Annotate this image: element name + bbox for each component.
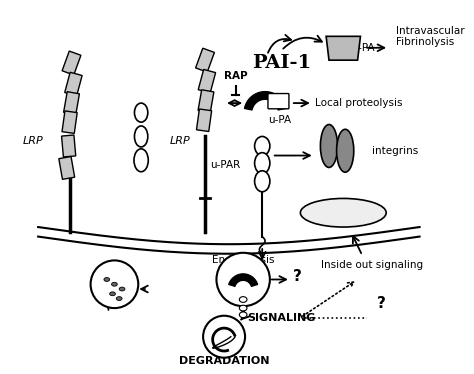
Ellipse shape <box>337 129 354 172</box>
Text: ?: ? <box>293 269 302 284</box>
Text: u-PA: u-PA <box>268 115 291 125</box>
Polygon shape <box>198 90 214 113</box>
Text: t-PA: t-PA <box>355 43 375 53</box>
Polygon shape <box>196 109 212 132</box>
Text: ?: ? <box>377 296 386 311</box>
Ellipse shape <box>320 125 337 168</box>
Circle shape <box>217 253 270 306</box>
Text: u-PAR: u-PAR <box>210 160 240 170</box>
Circle shape <box>203 316 245 358</box>
Text: LRP: LRP <box>170 136 191 146</box>
Text: PAI-1: PAI-1 <box>252 54 311 72</box>
Text: RAP: RAP <box>224 71 247 82</box>
Polygon shape <box>62 51 81 75</box>
Ellipse shape <box>301 199 386 227</box>
Ellipse shape <box>239 312 247 318</box>
Ellipse shape <box>134 149 148 172</box>
Circle shape <box>91 260 138 308</box>
Text: integrins: integrins <box>372 146 418 156</box>
Polygon shape <box>62 135 76 157</box>
Ellipse shape <box>239 297 247 302</box>
Text: DEGRADATION: DEGRADATION <box>179 356 269 365</box>
Ellipse shape <box>255 153 270 174</box>
Text: Local proteolysis: Local proteolysis <box>315 98 402 108</box>
Ellipse shape <box>255 171 270 192</box>
Ellipse shape <box>111 282 117 286</box>
Ellipse shape <box>135 103 148 122</box>
Polygon shape <box>196 48 214 72</box>
Ellipse shape <box>119 287 125 291</box>
Text: Inside out signaling: Inside out signaling <box>321 260 423 270</box>
Text: Endocytosis: Endocytosis <box>212 255 274 266</box>
Polygon shape <box>245 92 286 110</box>
Polygon shape <box>59 156 75 179</box>
Text: Focal achesion
complex: Focal achesion complex <box>310 203 377 223</box>
Text: Intravascular
Fibrinolysis: Intravascular Fibrinolysis <box>396 25 465 47</box>
Polygon shape <box>64 92 80 114</box>
Ellipse shape <box>104 278 109 281</box>
Polygon shape <box>62 111 77 134</box>
Ellipse shape <box>116 297 122 300</box>
Ellipse shape <box>135 126 148 147</box>
Ellipse shape <box>239 305 247 311</box>
Polygon shape <box>198 70 216 93</box>
Text: SIGNALING: SIGNALING <box>247 313 316 323</box>
Ellipse shape <box>109 292 115 296</box>
Polygon shape <box>65 72 82 96</box>
Polygon shape <box>326 36 360 60</box>
Text: LRP: LRP <box>23 136 44 146</box>
Polygon shape <box>228 274 258 286</box>
Ellipse shape <box>255 137 270 156</box>
FancyBboxPatch shape <box>268 94 289 109</box>
